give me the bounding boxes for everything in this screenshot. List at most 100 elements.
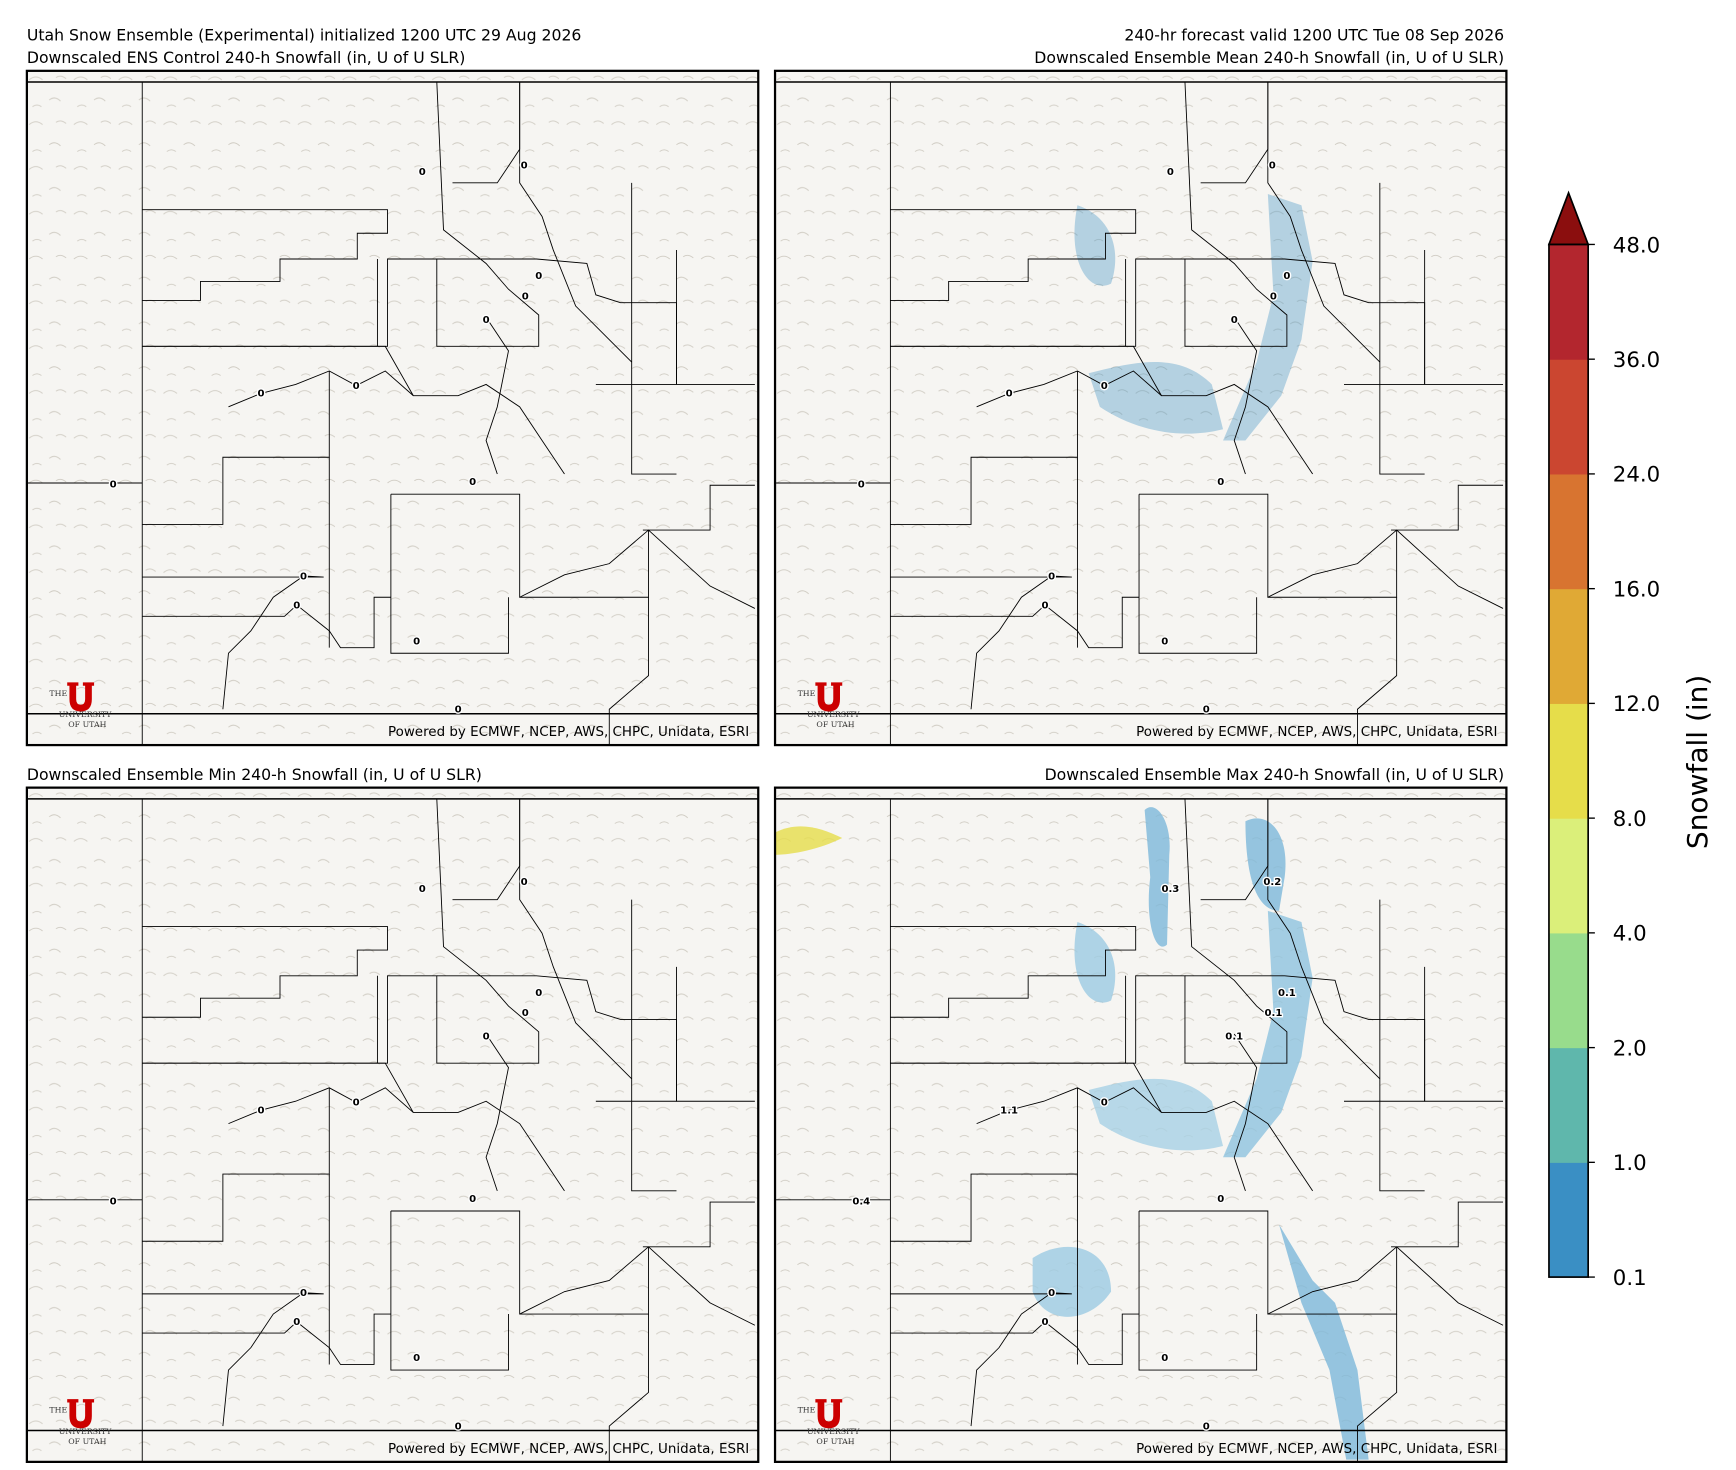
point-label: 0 xyxy=(293,600,300,611)
boundary xyxy=(452,798,521,1191)
colorbar-segment xyxy=(1548,244,1589,360)
logo-text: UNIVERSITY xyxy=(59,1427,112,1436)
point-label: 0 xyxy=(1270,291,1277,302)
boundary xyxy=(608,484,755,746)
colorbar-tick-label: 2.0 xyxy=(1613,1036,1647,1061)
point-label: 0 xyxy=(257,389,264,400)
boundary xyxy=(890,1087,1078,1242)
boundary xyxy=(390,82,632,654)
logo-text: UNIVERSITY xyxy=(807,1427,860,1436)
boundary xyxy=(452,82,521,475)
logo-mark xyxy=(67,1399,95,1429)
point-label: 0 xyxy=(521,877,528,888)
boundary xyxy=(890,1062,1314,1192)
panel-border xyxy=(773,69,1508,747)
colorbar-extend xyxy=(1547,190,1590,246)
snow-area xyxy=(1144,807,1170,947)
credit: Powered by ECMWF, NCEP, AWS, CHPC, Unida… xyxy=(1136,725,1497,740)
point-label: 0 xyxy=(419,884,426,895)
point-label: 0 xyxy=(110,1196,117,1207)
logo-text: OF UTAH xyxy=(68,1437,106,1446)
boundary xyxy=(142,1292,324,1427)
logo-text: OF UTAH xyxy=(816,720,854,729)
header-right: 240-hr forecast valid 1200 UTC Tue 08 Se… xyxy=(1124,26,1504,45)
point-label: 0 xyxy=(110,479,117,490)
boundary xyxy=(1356,1201,1504,1462)
colorbar-segment xyxy=(1548,932,1589,1049)
logo-text: THE xyxy=(49,1406,67,1415)
boundary xyxy=(142,345,565,475)
point-label: 0 xyxy=(469,477,476,488)
logo-text: UNIVERSITY xyxy=(59,710,112,719)
boundary xyxy=(890,371,1078,525)
logo-text: THE xyxy=(798,1406,816,1415)
colorbar-tick-label: 24.0 xyxy=(1613,463,1660,488)
boundary xyxy=(142,1062,565,1192)
point-label: 0 xyxy=(1203,1421,1210,1432)
point-label: 0 xyxy=(257,1106,264,1117)
boundary xyxy=(519,1246,756,1326)
boundary xyxy=(631,899,755,1192)
point-label: 0 xyxy=(413,1353,420,1364)
logo-text: UNIVERSITY xyxy=(807,710,860,719)
boundary xyxy=(142,926,388,1018)
point-label: 0 xyxy=(535,988,542,999)
colorbar-tick-label: 12.0 xyxy=(1613,692,1660,717)
point-label: 0 xyxy=(1048,1288,1055,1299)
terrain xyxy=(26,787,759,1462)
boundary xyxy=(1379,182,1504,475)
point-label: 0 xyxy=(455,705,462,716)
boundary xyxy=(890,345,1314,475)
boundary xyxy=(1379,899,1504,1192)
point-label: 0 xyxy=(522,291,529,302)
point-label: 0.1 xyxy=(1265,1008,1283,1019)
snow-area xyxy=(1088,1078,1224,1151)
point-label: 0 xyxy=(353,1098,360,1109)
colorbar-tick-label: 1.0 xyxy=(1613,1151,1647,1176)
point-label: 0 xyxy=(535,271,542,282)
colorbar-segment xyxy=(1548,473,1589,590)
snow-area xyxy=(1074,205,1116,286)
boundary xyxy=(1267,1246,1504,1326)
point-label: 0 xyxy=(1161,636,1168,647)
point-label: 0 xyxy=(1217,477,1224,488)
point-label: 0 xyxy=(1167,167,1174,178)
colorbar-label: Snowfall (in) xyxy=(1681,675,1714,849)
point-label: 0.2 xyxy=(1263,877,1281,888)
logo-text: THE xyxy=(49,689,67,698)
credit: Powered by ECMWF, NCEP, AWS, CHPC, Unida… xyxy=(388,1442,749,1457)
point-label: 0 xyxy=(293,1317,300,1328)
point-label: 0 xyxy=(1041,600,1048,611)
boundary xyxy=(631,182,755,475)
panel-title: Downscaled Ensemble Max 240-h Snowfall (… xyxy=(1045,765,1505,784)
boundary xyxy=(1200,82,1269,475)
point-label: 0 xyxy=(483,315,490,326)
boundary xyxy=(890,798,1288,1064)
boundary xyxy=(142,209,388,301)
boundary xyxy=(142,82,540,347)
logo-text: OF UTAH xyxy=(816,1437,854,1446)
snow-area xyxy=(1223,194,1313,441)
point-label: 0.1 xyxy=(1278,988,1296,999)
point-label: 0 xyxy=(858,479,865,490)
snow-area xyxy=(1074,922,1116,1003)
point-label: 0 xyxy=(1231,315,1238,326)
point-label: 0 xyxy=(455,1421,462,1432)
credit: Powered by ECMWF, NCEP, AWS, CHPC, Unida… xyxy=(1136,1442,1497,1457)
panel-title: Downscaled ENS Control 240-h Snowfall (i… xyxy=(27,48,466,67)
snow-area xyxy=(1245,818,1286,911)
terrain xyxy=(775,70,1507,746)
map-panel: 0.3 0.2 0.1 0.1 0.1 1.1 0 0.4 0 0 0 0 0 THE UNIVERSITY… xyxy=(775,787,1507,1462)
snow-area xyxy=(1088,362,1224,434)
colorbar-segment xyxy=(1548,1047,1589,1163)
boundary xyxy=(1138,798,1381,1371)
point-label: 0 xyxy=(522,1008,529,1019)
colorbar-frame xyxy=(1548,243,1590,1278)
boundary xyxy=(608,1201,755,1462)
boundary xyxy=(890,575,1072,710)
credit: Powered by ECMWF, NCEP, AWS, CHPC, Unida… xyxy=(388,725,749,740)
point-label: 0 xyxy=(1203,705,1210,716)
colorbar-segment xyxy=(1548,359,1589,475)
